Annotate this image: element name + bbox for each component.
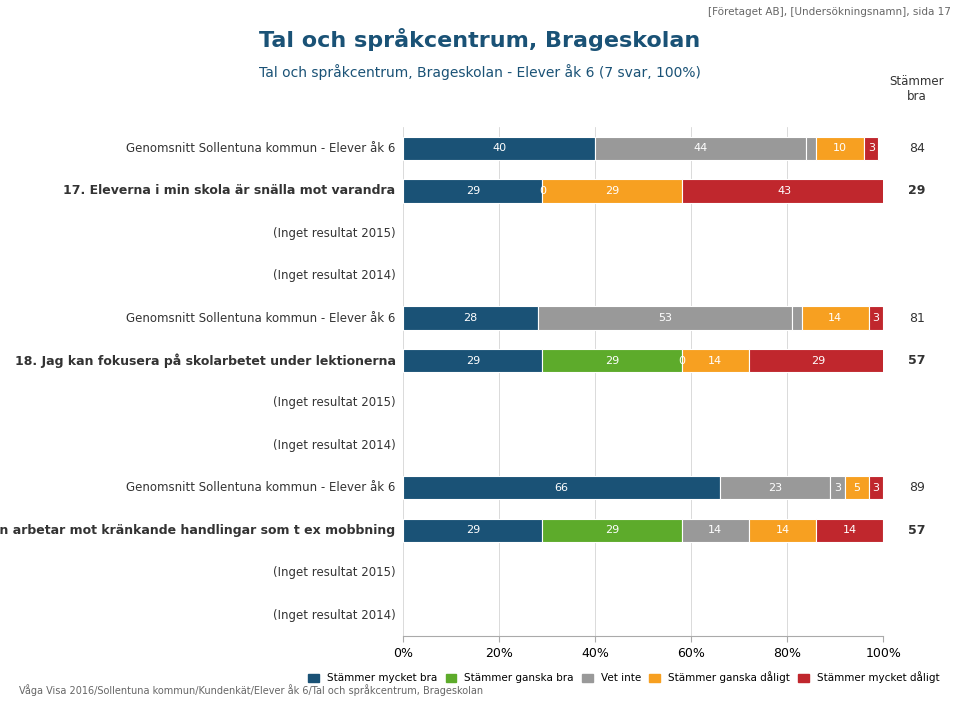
- Bar: [749, 519, 816, 542]
- Text: Genomsnitt Sollentuna kommun - Elever åk 6: Genomsnitt Sollentuna kommun - Elever åk…: [126, 312, 396, 325]
- Text: 14: 14: [708, 356, 722, 366]
- Text: (Inget resultat 2015): (Inget resultat 2015): [273, 397, 396, 409]
- Text: 29: 29: [908, 185, 925, 197]
- Bar: [682, 519, 749, 542]
- Text: 29: 29: [811, 356, 826, 366]
- Bar: [595, 136, 806, 160]
- Text: (Inget resultat 2014): (Inget resultat 2014): [273, 269, 396, 282]
- Text: Tal och språkcentrum, Brageskolan: Tal och språkcentrum, Brageskolan: [259, 28, 701, 52]
- Bar: [802, 307, 869, 329]
- Legend: Stämmer mycket bra, Stämmer ganska bra, Vet inte, Stämmer ganska dåligt, Stämmer: Stämmer mycket bra, Stämmer ganska bra, …: [304, 667, 944, 688]
- Bar: [792, 307, 802, 329]
- Bar: [845, 477, 869, 499]
- Text: Våga Visa 2016/Sollentuna kommun/Kundenkät/Elever åk 6/Tal och språkcentrum, Bra: Våga Visa 2016/Sollentuna kommun/Kundenk…: [19, 684, 483, 696]
- Text: (Inget resultat 2015): (Inget resultat 2015): [273, 227, 396, 240]
- Text: 40: 40: [492, 144, 506, 153]
- Bar: [542, 349, 682, 372]
- Text: Tal och språkcentrum, Brageskolan - Elever åk 6 (7 svar, 100%): Tal och språkcentrum, Brageskolan - Elev…: [259, 64, 701, 80]
- Bar: [682, 349, 749, 372]
- Bar: [538, 307, 792, 329]
- Text: 66: 66: [555, 483, 568, 493]
- Text: Genomsnitt Sollentuna kommun - Elever åk 6: Genomsnitt Sollentuna kommun - Elever åk…: [126, 481, 396, 494]
- Text: 81: 81: [909, 312, 924, 325]
- Bar: [816, 136, 864, 160]
- Bar: [869, 477, 883, 499]
- Text: 28: 28: [464, 313, 477, 323]
- Text: 84: 84: [909, 142, 924, 155]
- Text: 3: 3: [834, 483, 841, 493]
- Text: 0: 0: [539, 186, 546, 196]
- Text: 0: 0: [678, 356, 685, 366]
- Bar: [869, 307, 883, 329]
- Text: 3: 3: [868, 144, 875, 153]
- Text: 57: 57: [908, 354, 925, 367]
- Text: 53: 53: [658, 313, 672, 323]
- Text: 14: 14: [776, 525, 789, 535]
- Bar: [403, 349, 542, 372]
- Bar: [816, 519, 883, 542]
- Text: 89: 89: [909, 481, 924, 494]
- Bar: [542, 180, 682, 203]
- Bar: [720, 477, 830, 499]
- Text: Stämmer
bra: Stämmer bra: [890, 74, 944, 103]
- Text: 29: 29: [466, 186, 480, 196]
- Text: 5: 5: [853, 483, 860, 493]
- Text: 10: 10: [833, 144, 847, 153]
- Text: 14: 14: [843, 525, 856, 535]
- Text: 18. Jag kan fokusera på skolarbetet under lektionerna: 18. Jag kan fokusera på skolarbetet unde…: [14, 354, 396, 368]
- Text: 14: 14: [708, 525, 722, 535]
- Text: 43: 43: [778, 186, 792, 196]
- Text: 19. Skolan arbetar mot kränkande handlingar som t ex mobbning: 19. Skolan arbetar mot kränkande handlin…: [0, 524, 396, 537]
- Bar: [403, 307, 538, 329]
- Text: 29: 29: [466, 356, 480, 366]
- Text: Genomsnitt Sollentuna kommun - Elever åk 6: Genomsnitt Sollentuna kommun - Elever åk…: [126, 142, 396, 155]
- Bar: [830, 477, 845, 499]
- Bar: [806, 136, 816, 160]
- Text: [Företaget AB], [Undersökningsnamn], sida 17: [Företaget AB], [Undersökningsnamn], sid…: [708, 7, 950, 17]
- Text: 17. Eleverna i min skola är snälla mot varandra: 17. Eleverna i min skola är snälla mot v…: [63, 185, 396, 197]
- Bar: [749, 349, 888, 372]
- Text: 29: 29: [605, 525, 619, 535]
- Text: 14: 14: [828, 313, 842, 323]
- Text: 57: 57: [908, 524, 925, 537]
- Text: 29: 29: [605, 356, 619, 366]
- Text: 29: 29: [466, 525, 480, 535]
- Bar: [403, 136, 595, 160]
- Text: (Inget resultat 2014): (Inget resultat 2014): [273, 609, 396, 621]
- Text: (Inget resultat 2015): (Inget resultat 2015): [273, 566, 396, 579]
- Text: 29: 29: [605, 186, 619, 196]
- Text: 0: 0: [884, 186, 892, 196]
- Bar: [864, 136, 878, 160]
- Bar: [542, 519, 682, 542]
- Bar: [403, 477, 720, 499]
- Text: 44: 44: [694, 144, 708, 153]
- Text: 3: 3: [873, 313, 879, 323]
- Bar: [403, 180, 542, 203]
- Text: 23: 23: [768, 483, 782, 493]
- Text: (Inget resultat 2014): (Inget resultat 2014): [273, 439, 396, 452]
- Bar: [403, 519, 542, 542]
- Bar: [682, 180, 888, 203]
- Text: 3: 3: [873, 483, 879, 493]
